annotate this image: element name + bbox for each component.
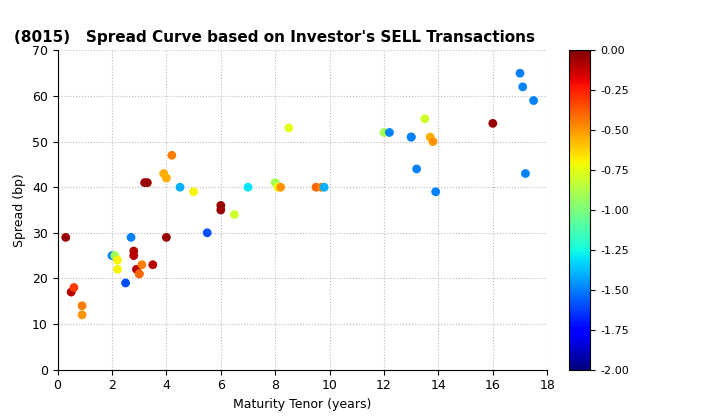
Point bbox=[487, 120, 498, 127]
Point bbox=[215, 207, 227, 213]
Point bbox=[76, 312, 88, 318]
Point bbox=[107, 252, 118, 259]
Y-axis label: Spread (bp): Spread (bp) bbox=[14, 173, 27, 247]
Point bbox=[139, 179, 150, 186]
Point bbox=[68, 284, 80, 291]
Point bbox=[272, 184, 284, 191]
Point bbox=[242, 184, 253, 191]
Point bbox=[60, 234, 71, 241]
Point bbox=[125, 234, 137, 241]
Point bbox=[405, 134, 417, 140]
Point bbox=[188, 189, 199, 195]
Point bbox=[315, 184, 327, 191]
Point bbox=[142, 179, 153, 186]
Point bbox=[269, 179, 281, 186]
Point bbox=[166, 152, 178, 159]
Point bbox=[427, 138, 438, 145]
Point bbox=[133, 270, 145, 277]
Point bbox=[517, 84, 528, 90]
Point bbox=[174, 184, 186, 191]
Point bbox=[318, 184, 330, 191]
Point bbox=[520, 170, 531, 177]
Point bbox=[229, 211, 240, 218]
Point bbox=[136, 261, 148, 268]
Point bbox=[133, 270, 145, 277]
Point bbox=[128, 248, 140, 255]
Point bbox=[66, 289, 77, 295]
Point bbox=[128, 252, 140, 259]
Point bbox=[112, 257, 123, 263]
X-axis label: Maturity Tenor (years): Maturity Tenor (years) bbox=[233, 398, 372, 411]
Point bbox=[161, 234, 172, 241]
Point bbox=[384, 129, 395, 136]
Point bbox=[109, 252, 120, 259]
Point bbox=[528, 97, 539, 104]
Point bbox=[419, 116, 431, 122]
Point bbox=[202, 229, 213, 236]
Point bbox=[514, 70, 526, 76]
Point bbox=[147, 261, 158, 268]
Point bbox=[215, 202, 227, 209]
Point bbox=[161, 175, 172, 181]
Point bbox=[411, 165, 423, 172]
Point bbox=[76, 302, 88, 309]
Point bbox=[310, 184, 322, 191]
Point bbox=[405, 134, 417, 140]
Point bbox=[378, 129, 390, 136]
Point bbox=[275, 184, 287, 191]
Point bbox=[120, 280, 131, 286]
Point bbox=[131, 266, 143, 273]
Point bbox=[283, 125, 294, 131]
Point bbox=[112, 266, 123, 273]
Point bbox=[430, 189, 441, 195]
Point bbox=[158, 170, 169, 177]
Point bbox=[425, 134, 436, 140]
Text: (8015)   Spread Curve based on Investor's SELL Transactions: (8015) Spread Curve based on Investor's … bbox=[14, 30, 534, 45]
